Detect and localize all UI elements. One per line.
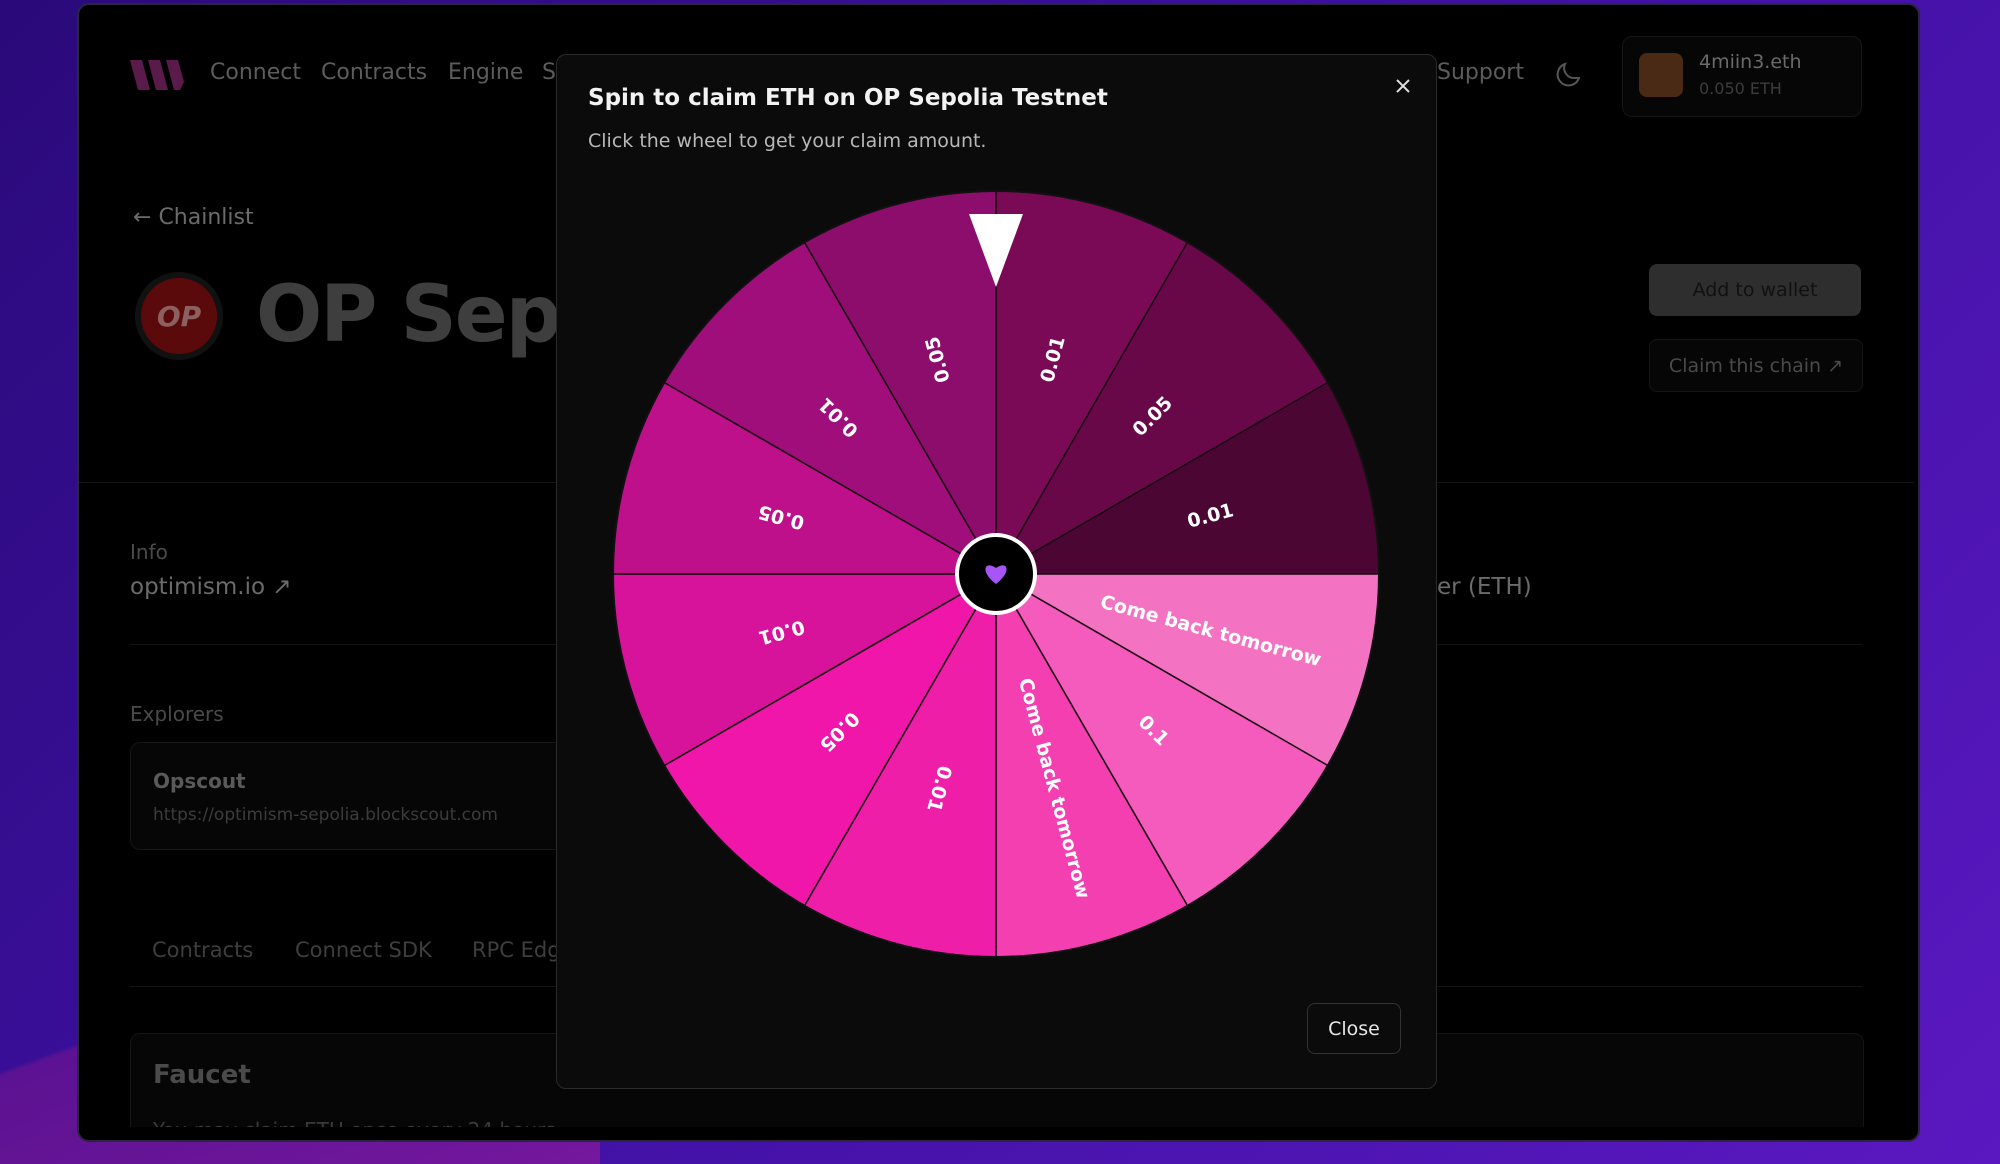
modal-title: Spin to claim ETH on OP Sepolia Testnet bbox=[588, 85, 1108, 111]
native-token: er (ETH) bbox=[1437, 574, 1532, 600]
claim-chain-text: Claim this chain bbox=[1668, 354, 1822, 377]
wheel-pointer bbox=[969, 214, 1023, 287]
wallet-name: 4miin3.eth bbox=[1699, 51, 1802, 73]
info-link[interactable]: optimism.io ↗ bbox=[130, 574, 292, 600]
explorer-url: https://optimism-sepolia.blockscout.com bbox=[153, 805, 498, 825]
chain-title: OP Sepo bbox=[256, 270, 613, 360]
tab[interactable]: Contracts bbox=[152, 938, 254, 962]
nav-link[interactable]: Support bbox=[1437, 60, 1524, 85]
back-text: Chainlist bbox=[158, 205, 254, 230]
logo bbox=[130, 60, 184, 90]
theme-toggle[interactable] bbox=[1555, 60, 1583, 88]
wallet-button[interactable]: 4miin3.eth 0.050 ETH bbox=[1622, 36, 1862, 117]
claim-chain-button[interactable]: Claim this chain ↗ bbox=[1649, 339, 1863, 392]
tab[interactable]: RPC Edg bbox=[472, 938, 561, 962]
nav-link[interactable]: Engine bbox=[448, 60, 524, 85]
wallet-balance: 0.050 ETH bbox=[1699, 79, 1782, 98]
modal: Spin to claim ETH on OP Sepolia Testnet … bbox=[556, 54, 1437, 1089]
explorers-label: Explorers bbox=[130, 702, 224, 726]
faucet-note: You may claim ETH once every 24 hours bbox=[153, 1118, 556, 1127]
close-icon[interactable] bbox=[1393, 76, 1413, 96]
info-label: Info bbox=[130, 540, 168, 564]
hub-heart bbox=[985, 565, 1007, 584]
info-link-text: optimism.io bbox=[130, 574, 266, 600]
tab[interactable]: Connect SDK bbox=[295, 938, 432, 962]
explorer-card[interactable]: Opscout https://optimism-sepolia.blocksc… bbox=[130, 742, 632, 850]
nav-link[interactable]: Connect bbox=[210, 60, 301, 85]
chain-logo: OP bbox=[141, 278, 217, 354]
wallet-icon bbox=[1639, 53, 1683, 97]
nav-link[interactable]: S bbox=[542, 60, 556, 85]
nav-link[interactable]: Contracts bbox=[321, 60, 428, 85]
faucet-title: Faucet bbox=[153, 1060, 251, 1090]
modal-subtitle: Click the wheel to get your claim amount… bbox=[588, 130, 987, 152]
wheel-rim bbox=[612, 190, 1380, 958]
add-to-wallet-button[interactable]: Add to wallet bbox=[1649, 264, 1861, 316]
back-link[interactable]: ← Chainlist bbox=[133, 205, 254, 230]
close-button[interactable]: Close bbox=[1307, 1003, 1401, 1054]
explorer-name: Opscout bbox=[153, 769, 246, 793]
